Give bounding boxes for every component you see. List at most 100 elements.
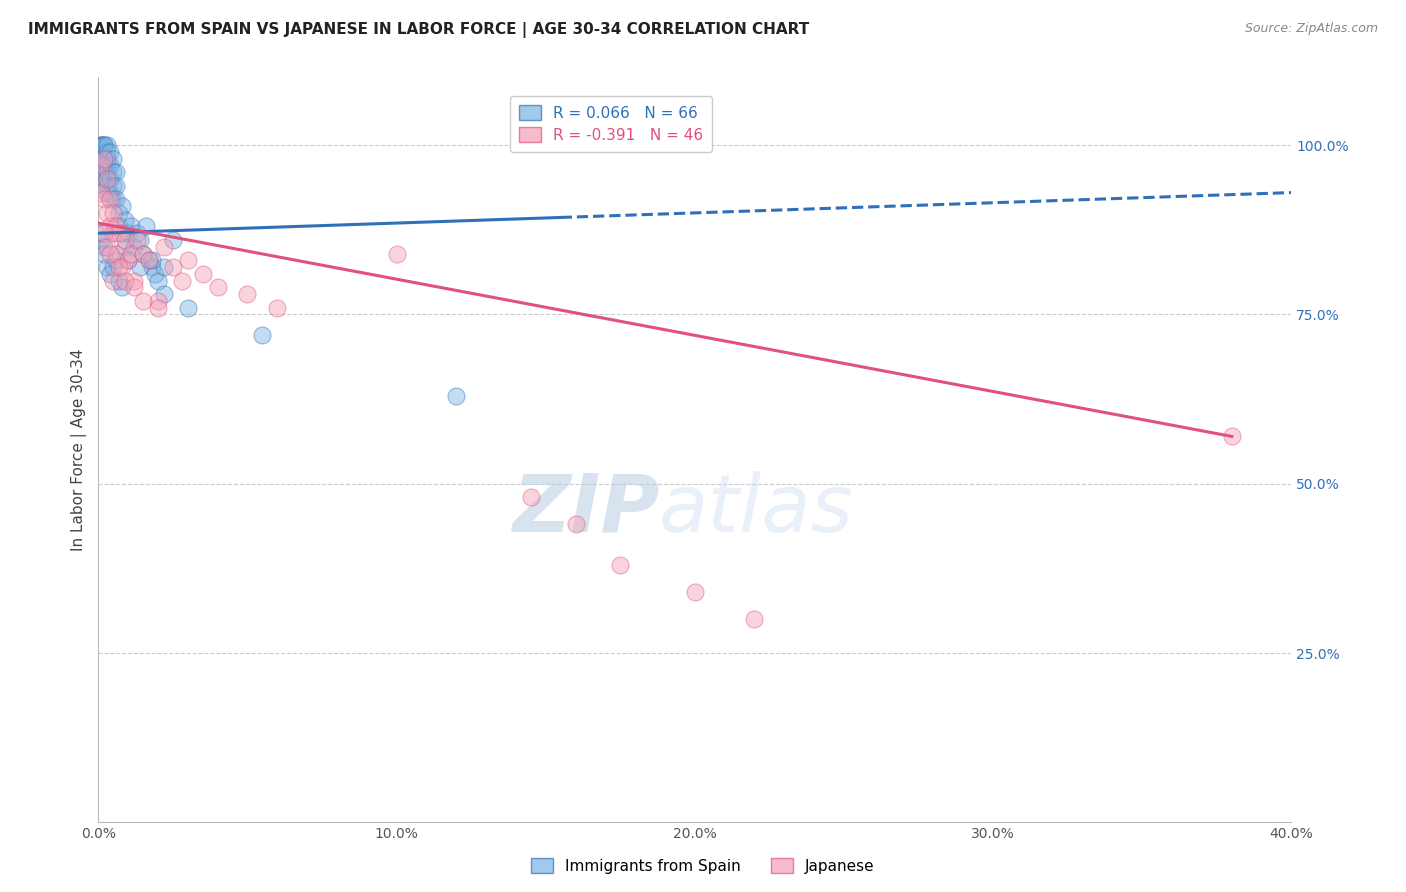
Point xyxy=(236,287,259,301)
Point xyxy=(117,253,139,268)
Point xyxy=(120,219,142,234)
Point xyxy=(111,226,134,240)
Point xyxy=(143,267,166,281)
Point xyxy=(117,226,139,240)
Point xyxy=(122,280,145,294)
Point xyxy=(153,240,176,254)
Point xyxy=(520,491,543,505)
Point xyxy=(114,240,136,254)
Point xyxy=(96,165,118,179)
Point xyxy=(96,186,118,200)
Point xyxy=(103,152,125,166)
Point xyxy=(120,246,142,260)
Point xyxy=(90,138,112,153)
Point xyxy=(105,178,128,193)
Point xyxy=(444,389,467,403)
Point xyxy=(108,260,131,274)
Point xyxy=(103,226,125,240)
Point xyxy=(266,301,288,315)
Point xyxy=(90,233,112,247)
Point xyxy=(98,267,121,281)
Point xyxy=(117,253,139,268)
Point xyxy=(177,253,200,268)
Point xyxy=(98,246,121,260)
Point xyxy=(108,206,131,220)
Point xyxy=(122,274,145,288)
Point xyxy=(90,138,112,153)
Point xyxy=(146,301,169,315)
Point xyxy=(132,246,155,260)
Point xyxy=(207,280,229,294)
Point xyxy=(138,253,160,268)
Point xyxy=(93,138,115,153)
Point xyxy=(103,274,125,288)
Point xyxy=(90,226,112,240)
Point xyxy=(146,293,169,308)
Point xyxy=(93,138,115,153)
Point xyxy=(683,585,706,599)
Point xyxy=(98,186,121,200)
Text: IMMIGRANTS FROM SPAIN VS JAPANESE IN LABOR FORCE | AGE 30-34 CORRELATION CHART: IMMIGRANTS FROM SPAIN VS JAPANESE IN LAB… xyxy=(28,22,810,38)
Point xyxy=(98,172,121,186)
Text: ZIP: ZIP xyxy=(512,471,659,549)
Point xyxy=(96,206,118,220)
Point xyxy=(111,280,134,294)
Point xyxy=(96,178,118,193)
Point xyxy=(177,301,200,315)
Point xyxy=(141,260,163,274)
Y-axis label: In Labor Force | Age 30-34: In Labor Force | Age 30-34 xyxy=(72,349,87,551)
Point xyxy=(111,260,134,274)
Point xyxy=(93,152,115,166)
Point xyxy=(162,260,184,274)
Point xyxy=(132,246,155,260)
Point xyxy=(744,612,766,626)
Point xyxy=(96,240,118,254)
Point xyxy=(93,138,115,153)
Point xyxy=(93,152,115,166)
Point xyxy=(170,274,193,288)
Point xyxy=(105,165,128,179)
Point xyxy=(108,219,131,234)
Point xyxy=(609,558,631,573)
Point xyxy=(127,226,149,240)
Point xyxy=(93,192,115,206)
Point xyxy=(93,172,115,186)
Point xyxy=(93,240,115,254)
Point xyxy=(114,212,136,227)
Point xyxy=(114,274,136,288)
Point xyxy=(111,199,134,213)
Point xyxy=(138,253,160,268)
Point xyxy=(90,138,112,153)
Point xyxy=(96,159,118,173)
Point xyxy=(108,226,131,240)
Point xyxy=(129,233,152,247)
Point xyxy=(96,260,118,274)
Point xyxy=(105,192,128,206)
Point xyxy=(141,253,163,268)
Point xyxy=(96,138,118,153)
Point xyxy=(96,152,118,166)
Point xyxy=(122,240,145,254)
Point xyxy=(564,517,586,532)
Point xyxy=(96,145,118,159)
Point xyxy=(103,192,125,206)
Point xyxy=(96,172,118,186)
Point xyxy=(252,327,274,342)
Point xyxy=(90,159,112,173)
Point xyxy=(103,165,125,179)
Point xyxy=(103,260,125,274)
Point xyxy=(90,186,112,200)
Point xyxy=(129,260,152,274)
Point xyxy=(385,246,408,260)
Point xyxy=(135,219,157,234)
Point xyxy=(127,233,149,247)
Point xyxy=(98,219,121,234)
Point xyxy=(114,233,136,247)
Text: Source: ZipAtlas.com: Source: ZipAtlas.com xyxy=(1244,22,1378,36)
Point xyxy=(1220,429,1243,443)
Point xyxy=(105,246,128,260)
Point xyxy=(146,274,169,288)
Point xyxy=(162,233,184,247)
Point xyxy=(153,260,176,274)
Point xyxy=(98,159,121,173)
